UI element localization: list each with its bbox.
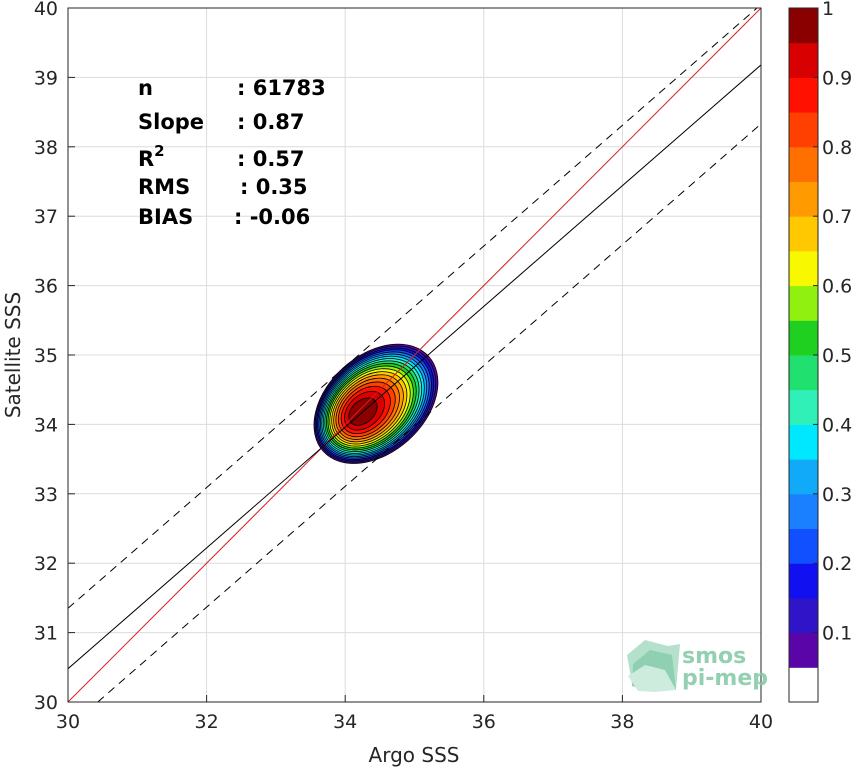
y-axis-ticks: 30 31 32 33 34 35 36 37 38 39 40: [34, 0, 75, 714]
stat-key: n: [138, 76, 153, 100]
y-axis-label: Satellite SSS: [1, 292, 25, 418]
logo-line1: smos: [682, 644, 746, 669]
stat-superscript: 2: [154, 142, 164, 160]
colorbar-tick-label: 0.7: [822, 206, 852, 228]
y-tick-label: 36: [34, 276, 58, 298]
y-tick-label: 30: [34, 692, 58, 714]
smos-pi-mep-logo: smos pi-mep: [627, 640, 768, 692]
colorbar-band: [789, 42, 818, 78]
colorbar-band: [789, 493, 818, 529]
stat-value: : 0.57: [237, 147, 305, 171]
stat-key: Slope: [138, 110, 204, 134]
y-tick-label: 31: [34, 623, 58, 645]
line-identity: [68, 8, 761, 702]
colorbar-band: [789, 320, 818, 356]
stat-value: : -0.06: [234, 205, 310, 229]
colorbar-tick-label: 1: [822, 0, 834, 20]
stat-row: R2: 0.57: [138, 142, 305, 171]
colorbar-band: [789, 146, 818, 182]
x-tick-label: 32: [195, 711, 219, 733]
colorbar-tick-label: 0.4: [822, 414, 852, 436]
colorbar-band: [789, 250, 818, 287]
colorbar-band: [789, 563, 818, 599]
stat-row: Slope : 0.87: [138, 110, 305, 134]
x-tick-label: 40: [749, 711, 773, 733]
colorbar-tick-label: 0.3: [822, 484, 852, 506]
x-axis-ticks: 30 32 34 36 38 40: [56, 695, 773, 733]
colorbar: [789, 8, 818, 703]
colorbar-tick-label: 0.9: [822, 67, 852, 89]
colorbar-tick-label: 0.6: [822, 276, 852, 298]
y-tick-label: 33: [34, 484, 58, 506]
colorbar-band: [789, 424, 818, 460]
line-fit: [68, 64, 761, 670]
colorbar-band: [789, 355, 818, 391]
stat-row: BIAS : -0.06: [138, 205, 310, 229]
line-fit-lower: [97, 123, 761, 702]
stat-row: RMS : 0.35: [138, 175, 308, 199]
colorbar-band: [789, 181, 818, 217]
y-tick-label: 39: [34, 67, 58, 89]
colorbar-tick-label: 0.1: [822, 623, 852, 645]
x-axis-label: Argo SSS: [369, 743, 460, 767]
stat-key: RMS: [138, 175, 190, 199]
colorbar-band: [789, 667, 818, 703]
stat-value: : 0.35: [240, 175, 308, 199]
stat-value: : 61783: [237, 76, 326, 100]
colorbar-ticks: 0.1 0.2 0.3 0.4 0.5 0.6 0.7 0.8 0.9 1: [813, 0, 852, 645]
logo-line2: pi-mep: [682, 666, 768, 691]
reference-lines: [68, 8, 761, 702]
colorbar-band: [789, 389, 818, 425]
colorbar-tick-label: 0.2: [822, 553, 852, 575]
stat-key: BIAS: [138, 205, 193, 229]
y-tick-label: 35: [34, 345, 58, 367]
colorbar-band: [789, 459, 818, 495]
x-tick-label: 36: [472, 711, 496, 733]
stat-value: : 0.87: [237, 110, 305, 134]
y-tick-label: 34: [34, 414, 58, 436]
x-tick-label: 34: [333, 711, 357, 733]
waves-icon: [627, 640, 680, 692]
y-tick-label: 32: [34, 553, 58, 575]
colorbar-band: [789, 8, 818, 44]
colorbar-tick-label: 0.8: [822, 137, 852, 159]
colorbar-tick-label: 0.5: [822, 345, 852, 367]
x-tick-label: 38: [610, 711, 634, 733]
colorbar-band: [789, 597, 818, 634]
colorbar-band: [789, 112, 818, 148]
y-tick-label: 38: [34, 137, 58, 159]
x-tick-label: 30: [56, 711, 80, 733]
colorbar-band: [789, 632, 818, 668]
colorbar-band: [789, 528, 818, 564]
colorbar-band: [789, 77, 818, 113]
y-tick-label: 40: [34, 0, 58, 20]
stat-row: n : 61783: [138, 76, 326, 100]
colorbar-band: [789, 285, 818, 321]
colorbar-band: [789, 216, 818, 252]
y-tick-label: 37: [34, 206, 58, 228]
